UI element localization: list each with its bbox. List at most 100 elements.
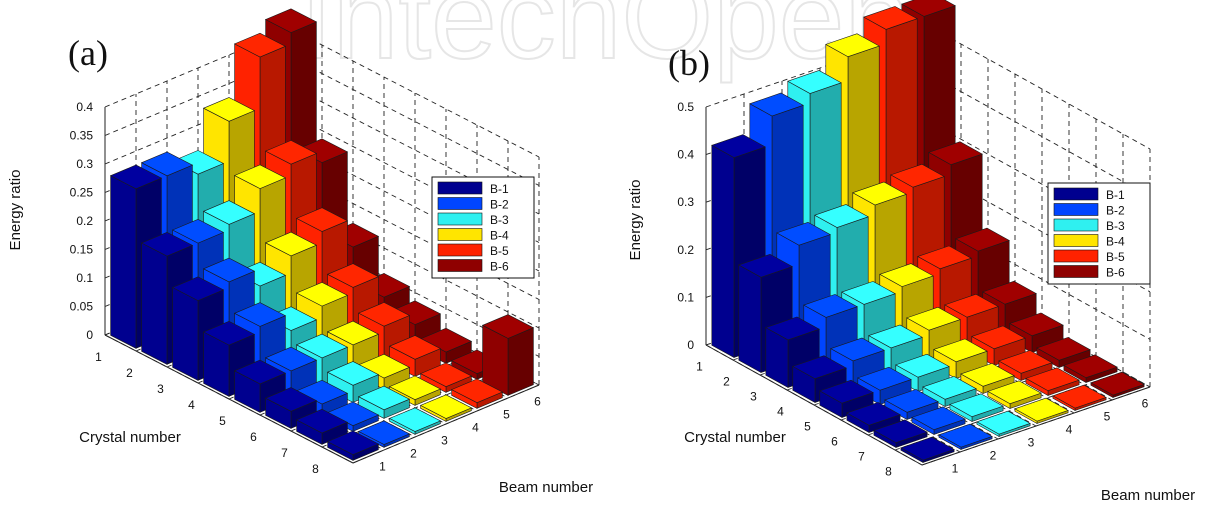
legend-swatch — [1053, 203, 1099, 216]
bar-b-5-crystal-7 — [1025, 367, 1080, 397]
legend-entry-label: B-1 — [1106, 188, 1125, 202]
crystal-tick-label: 8 — [312, 462, 319, 476]
z-tick-label: 0.35 — [70, 129, 94, 143]
grid-line — [705, 28, 1151, 150]
bar-b-2-crystal-5 — [857, 366, 912, 406]
bar-b-5-crystal-8 — [1052, 384, 1107, 412]
legend-entry-label: B-6 — [490, 260, 509, 274]
bar-top-face — [388, 375, 442, 401]
watermark-text: IntechOpen — [300, 0, 910, 84]
bar-b-3-crystal-8 — [976, 410, 1031, 438]
bar-top-face — [776, 221, 831, 246]
bar-top-face — [233, 164, 287, 189]
crystal-tick-label: 2 — [126, 366, 133, 380]
bar-b-3-crystal-7 — [949, 393, 1004, 423]
z-tick-label: 0.2 — [677, 243, 694, 257]
z-tick-label: 0.2 — [76, 214, 93, 228]
bar-top-face — [749, 92, 804, 117]
bar-side-face — [172, 287, 199, 381]
bar-b-4-crystal-7 — [987, 380, 1042, 410]
z-tick-label: 0.15 — [70, 243, 94, 257]
bar-top-face — [971, 325, 1026, 350]
beam-axis-title: Beam number — [1101, 487, 1195, 504]
bar-top-face — [202, 97, 256, 122]
bar-top-face — [202, 257, 256, 283]
bar-top-face — [976, 410, 1031, 435]
bar-b-4-crystal-8 — [1014, 397, 1069, 425]
bar-top-face — [933, 338, 988, 363]
bar-side-face — [738, 264, 762, 374]
crystal-tick-label: 7 — [858, 450, 865, 464]
crystal-axis-line — [104, 334, 354, 464]
bar-b-1-crystal-8 — [900, 436, 955, 464]
chart-panel-a: 0 0.05 0.1 0.15 0.2 0.25 0.3 0.35 0.4 1 2 3 4 5 6 7 8 1 2 3… — [7, 8, 593, 496]
legend: B-1 B-2B-3 B-4B-5 B-6 — [431, 176, 535, 279]
bar-top-face — [863, 6, 918, 30]
z-tick-label: 0.3 — [677, 195, 694, 209]
crystal-tick-label: 8 — [885, 465, 892, 479]
beam-tick-label: 2 — [990, 449, 997, 463]
bar-top-face — [357, 420, 411, 445]
bar-top-face — [955, 227, 1010, 252]
bar-top-face — [202, 320, 256, 346]
bar-b-5-crystal-7 — [419, 362, 473, 393]
bar-b-4-crystal-8 — [419, 394, 473, 422]
chart-panel-b: 0 0.1 0.2 0.3 0.4 0.5 1 2 3 4 5 6 7 8 1 2 3 4 5 6 (b) Energy … — [627, 0, 1195, 504]
legend-swatch — [437, 181, 483, 195]
legend-entry-label: B-2 — [490, 198, 509, 212]
bar-top-face — [982, 280, 1037, 305]
bar-b-2-crystal-8 — [938, 423, 993, 451]
legend-entry-label: B-5 — [1106, 250, 1125, 264]
crystal-tick-label: 5 — [219, 414, 226, 428]
bar-side-face — [711, 144, 735, 359]
bar-b-6-crystal-8 — [1090, 371, 1145, 399]
bar-top-face — [233, 32, 287, 58]
bar-b-6-crystal-7 — [1063, 354, 1118, 384]
bar-top-face — [814, 204, 869, 228]
beam-tick-label: 5 — [1104, 410, 1111, 424]
crystal-tick-label: 1 — [696, 360, 703, 374]
bar-b-3-crystal-8 — [388, 407, 442, 435]
bar-top-face — [928, 141, 983, 166]
bars — [109, 8, 535, 461]
legend-swatch — [437, 228, 483, 241]
bar-top-face — [846, 402, 901, 426]
bar-side-face — [110, 175, 137, 349]
legend-entry-label: B-1 — [490, 182, 509, 196]
bar-top-face — [960, 363, 1015, 387]
z-tick-label: 0.05 — [70, 300, 94, 314]
bar-top-face — [295, 207, 349, 232]
y-axis-title: Energy ratio — [627, 180, 644, 261]
bar-top-face — [388, 335, 442, 360]
bar-top-face — [295, 333, 349, 359]
legend-swatch — [437, 243, 483, 257]
bar-top-face — [109, 164, 163, 190]
bar-top-face — [819, 379, 874, 404]
bar-top-face — [171, 276, 225, 301]
bar-front-face — [507, 327, 534, 396]
bar-b-5-crystal-6 — [998, 350, 1053, 382]
legend-swatch — [437, 259, 483, 272]
bar-b-5-crystal-8 — [450, 378, 504, 409]
bar-top-face — [1009, 312, 1064, 337]
bar-top-face — [264, 387, 318, 412]
beam-tick-label: 5 — [503, 408, 510, 422]
crystal-tick-label: 6 — [250, 430, 257, 444]
beam-tick-label: 1 — [952, 462, 959, 476]
bar-top-face — [295, 281, 349, 307]
bar-top-face — [357, 302, 411, 327]
bar-top-face — [911, 406, 966, 431]
grid-line — [894, 371, 1124, 451]
bar-top-face — [1090, 371, 1145, 396]
z-tick-label: 0.4 — [677, 148, 694, 162]
bar-top-face — [987, 380, 1042, 405]
bar-top-face — [873, 419, 928, 444]
z-tick-label: 0 — [687, 338, 694, 352]
bar-top-face — [868, 324, 923, 349]
beam-tick-label: 4 — [472, 421, 479, 435]
bar-top-face — [825, 33, 880, 58]
panel-label: (a) — [68, 33, 108, 73]
legend-swatch — [437, 212, 483, 226]
bar-top-face — [1014, 397, 1069, 422]
